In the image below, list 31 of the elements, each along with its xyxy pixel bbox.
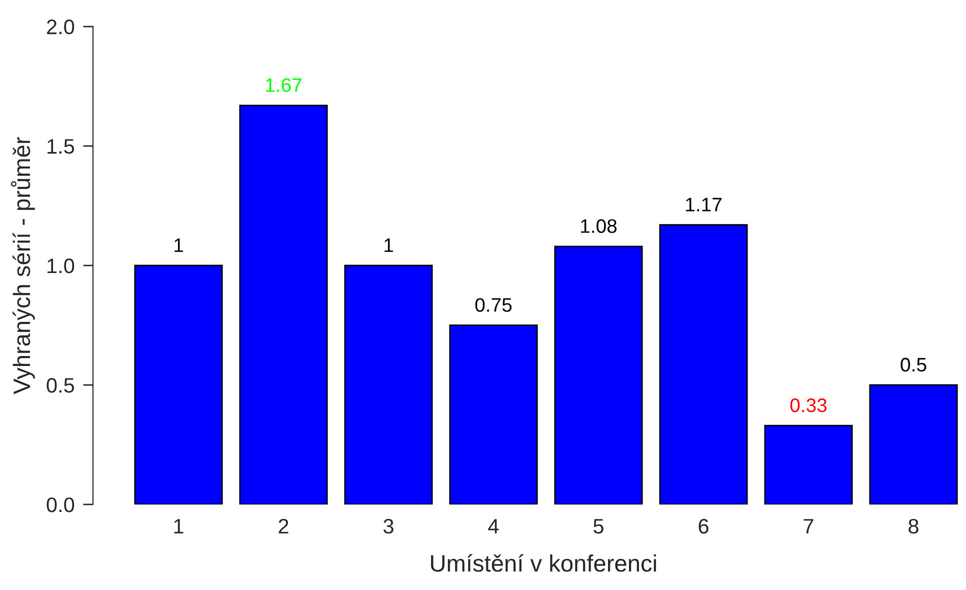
y-axis-title: Vyhraných sérií - průměr (10, 137, 35, 394)
x-tick-label: 7 (804, 519, 814, 534)
x-tick-label: 8 (908, 518, 918, 534)
bar (344, 264, 433, 504)
x-tick-label: 2 (278, 518, 288, 534)
x-tick-label: 4 (488, 519, 499, 534)
x-axis-title: Umístění v konferenci (431, 554, 656, 572)
bar (449, 324, 538, 504)
data-label: 0.33 (790, 398, 827, 412)
y-tick-label: 2.0 (47, 20, 74, 34)
x-tick-label: 3 (384, 518, 394, 534)
x-tick-label: 6 (698, 518, 708, 534)
data-label: 1.67 (266, 78, 302, 92)
data-label: 1.08 (581, 219, 617, 233)
data-label: 0.5 (900, 358, 926, 372)
data-label: 1.17 (686, 198, 722, 212)
bar (869, 384, 958, 504)
y-tick-label: 1.5 (48, 139, 74, 154)
data-label: 0.75 (475, 298, 512, 312)
data-label: 1 (174, 238, 183, 252)
y-tick-label: 1.0 (48, 258, 74, 274)
y-tick-label: 0.0 (46, 497, 74, 512)
x-tick-label: 1 (174, 519, 184, 534)
bar (554, 246, 643, 504)
data-label: 1 (384, 238, 393, 252)
bar (659, 224, 748, 504)
bar (134, 264, 223, 504)
x-tick-label: 5 (594, 519, 604, 534)
bar (239, 104, 328, 504)
bar (764, 424, 853, 504)
y-tick-label: 0.5 (46, 378, 74, 393)
